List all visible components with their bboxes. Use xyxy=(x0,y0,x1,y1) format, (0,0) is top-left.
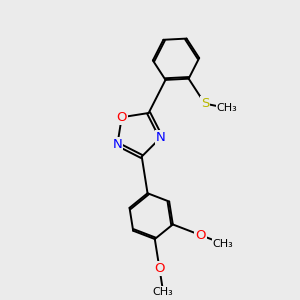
Text: CH₃: CH₃ xyxy=(217,103,238,113)
Text: N: N xyxy=(112,138,122,151)
Text: O: O xyxy=(116,111,127,124)
Text: CH₃: CH₃ xyxy=(212,238,233,249)
Text: O: O xyxy=(154,262,165,275)
Text: CH₃: CH₃ xyxy=(153,287,173,297)
Text: O: O xyxy=(195,229,206,242)
Text: S: S xyxy=(201,97,209,110)
Text: N: N xyxy=(156,131,166,144)
